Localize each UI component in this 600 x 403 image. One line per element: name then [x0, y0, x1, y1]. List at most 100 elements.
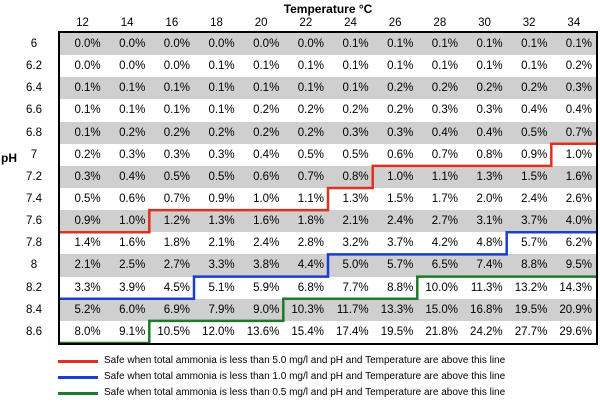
- table-cell: 0.9%: [74, 215, 101, 228]
- table-cell: 0.2%: [119, 126, 146, 139]
- table-cell: 1.2%: [163, 215, 190, 228]
- table-cell: 6.0%: [119, 303, 146, 316]
- table-cell: 8.8%: [387, 281, 414, 294]
- table-cell: 1.6%: [565, 170, 592, 183]
- temperature-tick-label: 32: [522, 17, 536, 29]
- table-cell: 10.5%: [157, 325, 190, 338]
- table-row: 5.2% 6.0% 6.9% 7.9% 9.0% 10.3% 11.7% 13.3% 15.0%…: [60, 298, 596, 321]
- table-cell: 0.5%: [342, 148, 369, 161]
- table-cell: 6.5%: [431, 259, 458, 272]
- table-cell: 1.8%: [163, 237, 190, 250]
- temperature-tick-label: 34: [567, 17, 581, 29]
- table-cell: 2.6%: [565, 193, 592, 205]
- table-cell: 19.5%: [380, 325, 414, 338]
- ph-tick-label: 6.4: [26, 82, 42, 95]
- table-cell: 29.6%: [559, 325, 592, 338]
- table-cell: 3.3%: [74, 281, 101, 294]
- temperature-tick-label: 14: [120, 17, 134, 29]
- table-cell: 0.0%: [163, 60, 190, 73]
- table-cell: 7.9%: [208, 303, 235, 316]
- ph-tick-label: 6.2: [26, 60, 42, 73]
- table-cell: 4.8%: [476, 237, 503, 250]
- table-cell: 5.9%: [253, 281, 280, 294]
- table-row: 8.0% 9.1% 10.5% 12.0% 13.6% 15.4% 17.4% 19.5% 21…: [60, 321, 596, 343]
- table-cell: 0.1%: [297, 82, 324, 95]
- table-cell: 0.2%: [342, 104, 369, 117]
- table-cell: 0.1%: [476, 60, 503, 73]
- table-cell: 24.2%: [470, 325, 503, 338]
- table-cell: 0.5%: [521, 126, 548, 139]
- table-cell: 0.5%: [208, 170, 235, 183]
- table-cell: 0.5%: [163, 170, 190, 183]
- table-cell: 0.2%: [387, 104, 414, 117]
- table-cell: 0.3%: [208, 148, 235, 161]
- table-cell: 0.3%: [119, 148, 146, 161]
- table-cell: 0.3%: [163, 148, 190, 161]
- table-cell: 0.1%: [476, 38, 503, 50]
- table-cell: 5.7%: [387, 259, 414, 272]
- legend-label: Safe when total ammonia is less than 0.5…: [104, 387, 506, 398]
- table-cell: 4.5%: [163, 281, 190, 294]
- table-cell: 0.4%: [565, 104, 592, 117]
- table-cell: 0.1%: [74, 104, 101, 117]
- table-row: 0.1% 0.1% 0.1% 0.1% 0.1% 0.1% 0.1% 0.2% 0.2% 0.2%…: [60, 77, 596, 100]
- table-cell: 0.2%: [521, 82, 548, 95]
- table-cell: 0.5%: [74, 193, 101, 205]
- threshold-line: [60, 275, 596, 343]
- table-cell: 2.4%: [387, 215, 414, 228]
- y-axis-label: pH: [1, 151, 17, 165]
- table-cell: 13.2%: [514, 281, 548, 294]
- table-cell: 1.0%: [565, 148, 592, 161]
- table-cell: 15.4%: [291, 325, 324, 338]
- table-cell: 1.4%: [74, 237, 101, 250]
- table-cell: 1.3%: [476, 170, 503, 183]
- threshold-line: [60, 231, 596, 300]
- table-cell: 5.1%: [208, 281, 235, 294]
- table-cell: 0.2%: [565, 60, 592, 73]
- table-cell: 15.0%: [425, 303, 458, 316]
- table-row: 0.1% 0.1% 0.1% 0.1% 0.2% 0.2% 0.2% 0.2% 0.3% 0.3%…: [60, 99, 596, 121]
- table-row: 0.0% 0.0% 0.0% 0.0% 0.0% 0.0% 0.1% 0.1% 0.1% 0.1%…: [60, 33, 596, 56]
- table-cell: 0.6%: [119, 193, 146, 205]
- legend-swatch: [58, 376, 98, 379]
- ph-tick-label: 7: [30, 148, 38, 161]
- table-cell: 7.4%: [476, 259, 503, 272]
- table-cell: 0.8%: [476, 148, 503, 161]
- table-cell: 0.2%: [253, 126, 280, 139]
- table-cell: 0.9%: [521, 148, 548, 161]
- table-cell: 4.4%: [297, 259, 324, 272]
- table-cell: 9.1%: [119, 325, 146, 338]
- table-cell: 1.3%: [342, 193, 369, 205]
- table-cell: 0.1%: [163, 82, 190, 95]
- table-cell: 3.7%: [521, 215, 548, 228]
- table-cell: 0.4%: [476, 126, 503, 139]
- table-row: 0.1% 0.2% 0.2% 0.2% 0.2% 0.2% 0.3% 0.3% 0.4% 0.4%…: [60, 121, 596, 144]
- table-cell: 0.1%: [387, 38, 414, 50]
- table-cell: 3.9%: [119, 281, 146, 294]
- table-cell: 9.5%: [565, 259, 592, 272]
- table-cell: 2.0%: [476, 193, 503, 205]
- table-cell: 0.1%: [342, 60, 369, 73]
- temperature-tick-label: 16: [165, 17, 179, 29]
- table-cell: 0.1%: [565, 38, 592, 50]
- table-cell: 0.4%: [119, 170, 146, 183]
- table-cell: 4.2%: [431, 237, 458, 250]
- table-cell: 2.5%: [119, 259, 146, 272]
- table-cell: 0.1%: [208, 82, 235, 95]
- table-cell: 0.2%: [253, 104, 280, 117]
- table-cell: 8.0%: [74, 325, 101, 338]
- table-cell: 6.2%: [565, 237, 592, 250]
- table-cell: 0.2%: [387, 82, 414, 95]
- table-cell: 3.8%: [253, 259, 280, 272]
- table-cell: 10.3%: [291, 303, 324, 316]
- table-cell: 0.2%: [74, 148, 101, 161]
- table-cell: 0.1%: [74, 126, 101, 139]
- table-cell: 0.0%: [119, 38, 146, 50]
- ph-tick-label: 6.8: [26, 126, 42, 139]
- temperature-tick-label: 20: [254, 17, 268, 29]
- table-cell: 1.5%: [521, 170, 548, 183]
- table-cell: 1.0%: [253, 193, 280, 205]
- table-cell: 0.2%: [297, 126, 324, 139]
- table-cell: 16.8%: [470, 303, 503, 316]
- table-cell: 0.1%: [342, 38, 369, 50]
